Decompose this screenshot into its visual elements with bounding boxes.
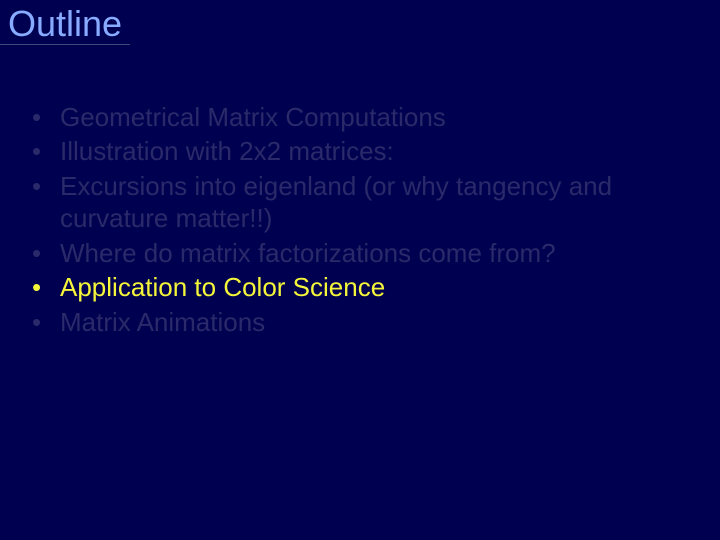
list-item: Matrix Animations xyxy=(28,306,692,339)
list-item: Application to Color Science xyxy=(28,271,692,304)
slide: Outline Geometrical Matrix Computations … xyxy=(0,0,720,540)
bullet-list: Geometrical Matrix Computations Illustra… xyxy=(28,101,692,339)
title-wrap: Outline xyxy=(0,0,720,45)
list-item: Excursions into eigenland (or why tangen… xyxy=(28,170,692,235)
list-item: Where do matrix factorizations come from… xyxy=(28,237,692,270)
slide-content: Geometrical Matrix Computations Illustra… xyxy=(0,45,720,339)
list-item: Geometrical Matrix Computations xyxy=(28,101,692,134)
list-item: Illustration with 2x2 matrices: xyxy=(28,135,692,168)
slide-title: Outline xyxy=(0,0,130,45)
